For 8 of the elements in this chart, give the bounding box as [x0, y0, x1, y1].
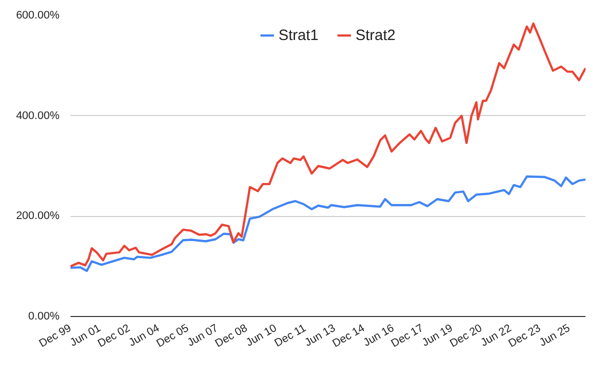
line-series — [70, 22, 586, 268]
legend-label: Strat1 — [278, 26, 318, 44]
y-tick-label: 200.00% — [16, 210, 60, 222]
y-tick-label: 600.00% — [16, 10, 60, 22]
legend-label: Strat2 — [356, 26, 396, 44]
line-series — [70, 175, 586, 272]
y-tick-label: 0.00% — [28, 310, 60, 322]
y-tick-label: 400.00% — [16, 110, 60, 122]
